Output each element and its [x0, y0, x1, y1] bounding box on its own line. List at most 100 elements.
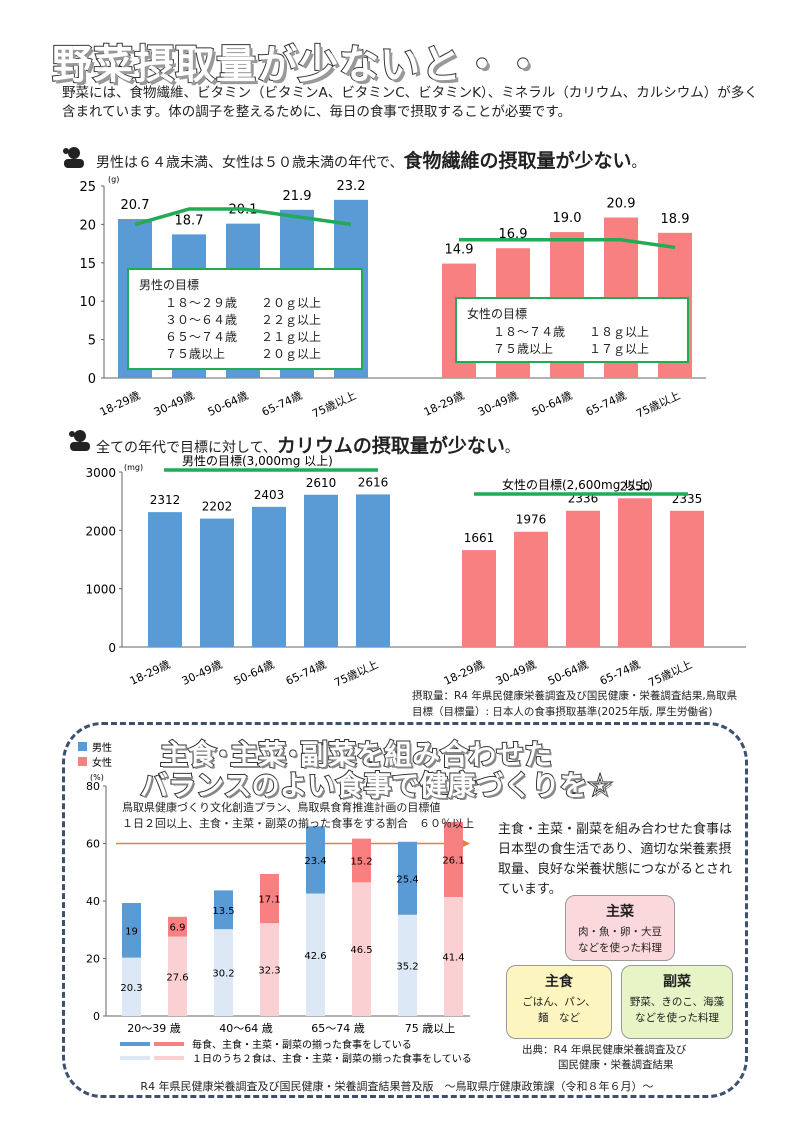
shusai-desc-1: 肉・魚・卵・大豆 — [578, 926, 662, 938]
male-fiber-goal-age: ６５～７４歳 — [165, 330, 238, 344]
category-label: 75 歳以上 — [405, 1022, 456, 1035]
male-fiber-goal-box: 男性の目標 １８～２９歳 ２０ｇ以上 ３０～６４歳 ２２ｇ以上 ６５～７４歳 ２１ｇ以上 ７… — [127, 268, 363, 370]
female-fiber-goal-box: 女性の目標 １８～７４歳 １８ｇ以上 ７５歳以上 １７ｇ以上 — [455, 297, 689, 363]
male-potassium-category: 30-49歳 — [180, 658, 224, 687]
male-potassium-category: 50-64歳 — [232, 658, 276, 687]
section3-title-2: バランスのよい食事で健康づくりを☆ — [139, 768, 614, 803]
page-title: 野菜摂取量が少ないと・・ — [51, 41, 544, 89]
female-two-meals-bar — [444, 896, 463, 1016]
legend-female-swatch — [78, 757, 87, 766]
male-potassium-bar — [200, 518, 234, 647]
male-every-meal-bar — [214, 890, 233, 930]
section2-tail: 。 — [504, 440, 519, 456]
female-potassium-value: 1661 — [464, 531, 495, 545]
shushoku-desc-1: ごはん、パン、 — [522, 996, 596, 1008]
section3-title-1: 主食･主菜･副菜を組み合わせた — [159, 737, 553, 772]
y-unit: (g) — [108, 175, 119, 184]
female-every-meal-bar — [352, 838, 371, 883]
male-fiber-goal-row: ７５歳以上 ２０ｇ以上 — [165, 346, 361, 363]
male-two-meals-value: 30.2 — [212, 969, 234, 980]
male-every-meal-value: 19 — [125, 926, 138, 937]
fukusai-box: 副菜 野菜、きのこ、海藻 などを使った料理 — [621, 965, 733, 1039]
male-fiber-goal-amount: ２１ｇ以上 — [261, 330, 322, 344]
female-potassium-bar — [462, 550, 496, 647]
male-fiber-category: 18-29歳 — [98, 389, 142, 419]
footer: R4 年県民健康栄養調査及び国民健康・栄養調査結果普及版 ～鳥取県庁健康政策課（… — [140, 1080, 654, 1093]
shusai-title: 主菜 — [606, 904, 634, 920]
male-potassium-category: 75歳以上 — [332, 658, 380, 687]
female-potassium-bar — [618, 498, 652, 647]
female-fiber-goal-row: １８～７４歳 １８ｇ以上 — [493, 324, 687, 341]
female-fiber-goal-age: ７５歳以上 — [493, 342, 554, 356]
male-fiber-category: 75歳以上 — [310, 389, 358, 421]
section1-lead: 男性は６４歳未満、女性は５０歳未満の年代で、 — [96, 155, 404, 171]
male-fiber-goal-age: ３０～６４歳 — [165, 313, 238, 327]
female-fiber-goal-line — [459, 238, 676, 250]
legend-every-meal-label: 毎食、主食・主菜・副菜の揃った食事をしている — [192, 1038, 412, 1051]
female-two-meals-value: 27.6 — [166, 972, 188, 983]
y-tick-label: 40 — [86, 895, 100, 908]
male-two-meals-value: 42.6 — [304, 951, 326, 962]
male-fiber-goal-line — [134, 207, 352, 227]
male-two-meals-bar — [306, 893, 325, 1016]
male-potassium-bar — [304, 494, 338, 647]
male-potassium-value: 2312 — [150, 493, 181, 507]
female-fiber-category: 50-64歳 — [530, 389, 574, 419]
y-tick-label: 3000 — [85, 466, 116, 480]
shusai-box: 主菜 肉・魚・卵・大豆 などを使った料理 — [565, 895, 675, 961]
female-potassium-value: 1976 — [516, 513, 547, 527]
female-every-meal-value: 15.2 — [350, 856, 372, 867]
legend-two-meals-label: １日のうち２食は、主食・主菜・副菜の揃った食事をしている — [192, 1052, 472, 1065]
y-unit: (mg) — [124, 463, 143, 472]
female-fiber-category: 30-49歳 — [476, 389, 520, 419]
female-potassium-category: 50-64歳 — [546, 658, 590, 687]
male-potassium-value: 2616 — [358, 475, 389, 489]
potassium-source-1: 摂取量：R4 年県民健康栄養調査及び国民健康・栄養調査結果,鳥取県 — [412, 690, 738, 702]
female-potassium-category: 65-74歳 — [598, 658, 642, 687]
potassium-chart: 0 1000 2000 3000 (mg) 2312 18-29歳 2202 30-49歳 240… — [85, 454, 746, 687]
female-fiber-goal-title: 女性の目標 — [467, 307, 528, 321]
person-icon-2 — [69, 430, 90, 451]
y-tick-label: 5 — [88, 334, 96, 349]
male-two-meals-bar — [214, 929, 233, 1016]
balanced-diet-note: 主食・主菜・副菜を組み合わせた食事は日本型の食生活であり、適切な栄養素摂取量、良… — [498, 822, 733, 897]
y-tick-label: 10 — [79, 295, 96, 310]
male-fiber-goal-amount: ２２ｇ以上 — [261, 313, 322, 327]
plan-text-2: １日２回以上、主食・主菜・副菜の揃った食事をする割合 ６０％以上 — [122, 817, 474, 830]
male-fiber-goal-row: ３０～６４歳 ２２ｇ以上 — [165, 312, 361, 329]
female-every-meal-bar — [444, 821, 463, 897]
y-tick-label: 1000 — [85, 583, 116, 597]
female-two-meals-value: 41.4 — [442, 952, 464, 963]
male-potassium-bar — [356, 494, 390, 647]
male-every-meal-value: 25.4 — [396, 874, 418, 885]
fukusai-desc-1: 野菜、きのこ、海藻 — [629, 996, 725, 1008]
male-fiber-goal-title: 男性の目標 — [139, 278, 200, 292]
female-potassium-bar — [514, 531, 548, 647]
male-potassium-category: 18-29歳 — [128, 658, 172, 687]
section2-emph: カリウムの摂取量が少ない — [276, 435, 505, 457]
male-fiber-goal-age: ７５歳以上 — [165, 347, 226, 361]
y-tick-label: 60 — [86, 838, 100, 851]
shushoku-box: 主食 ごはん、パン、 麺 など — [506, 965, 612, 1039]
balanced-diet-card — [62, 722, 748, 1098]
female-fiber-goal-amount: １８ｇ以上 — [589, 325, 650, 339]
section1-tail: 。 — [631, 155, 646, 171]
male-fiber-value: 21.9 — [283, 189, 312, 204]
female-fiber-goal-age: １８～７４歳 — [493, 325, 566, 339]
male-fiber-value: 23.2 — [337, 179, 366, 194]
male-fiber-value: 18.7 — [175, 213, 204, 228]
plan-text-1: 鳥取県健康づくり文化創造プラン、鳥取県食育推進計画の目標値 — [122, 801, 441, 814]
fukusai-desc-2: などを使った料理 — [635, 1012, 719, 1024]
diet-source-2: 国民健康・栄養調査結果 — [558, 1059, 674, 1071]
female-every-meal-value: 26.1 — [442, 855, 464, 866]
female-fiber-goal-row: ７５歳以上 １７ｇ以上 — [493, 341, 687, 358]
category-label: 40～64 歳 — [219, 1022, 273, 1035]
female-potassium-bar — [670, 510, 704, 647]
female-potassium-bar — [566, 510, 600, 647]
female-fiber-value: 19.0 — [553, 211, 582, 226]
legend-male-label: 男性 — [92, 741, 112, 754]
female-two-meals-value: 32.3 — [258, 966, 280, 977]
y-tick-label: 0 — [108, 641, 116, 655]
potassium-source-2: 目標（目標量）: 日本人の食事摂取基準(2025年版, 厚生労働省) — [412, 706, 713, 718]
female-two-meals-bar — [168, 936, 187, 1016]
